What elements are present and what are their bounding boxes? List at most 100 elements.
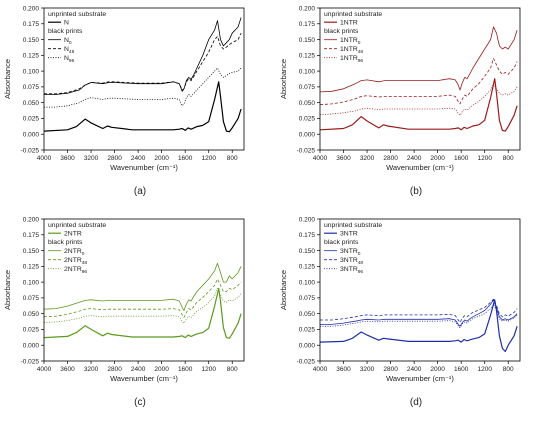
plot-frame <box>319 7 521 151</box>
x-tick-label: 2000 <box>154 366 169 373</box>
series-group <box>44 17 242 133</box>
x-tick-label: 3600 <box>60 155 75 162</box>
y-tick-label: 0.200 <box>23 216 40 223</box>
y-tick-label: 0.000 <box>299 343 316 350</box>
x-tick-label: 2400 <box>131 366 146 373</box>
x-tick-label: 4000 <box>313 366 328 373</box>
y-tick-label: 0.000 <box>23 343 40 350</box>
legend-entry: 3NTR96 <box>340 266 363 275</box>
legend-entry: N <box>64 20 69 27</box>
y-tick-label: 0.025 <box>299 116 316 123</box>
x-tick-label: 1600 <box>178 366 193 373</box>
x-tick-label: 800 <box>503 366 514 373</box>
y-tick-label: -0.025 <box>297 147 316 154</box>
series-line <box>320 299 518 327</box>
y-axis-label: Absorbance <box>279 59 288 99</box>
chart-panel: -0.025 0.000 0.025 0.050 0.075 0.100 0.125 0.15… <box>279 216 521 408</box>
y-tick-label: 0.200 <box>299 216 316 223</box>
series-group <box>44 262 242 339</box>
plot-frame <box>43 218 245 362</box>
y-tick-label: 0.175 <box>23 232 40 239</box>
x-tick-label: 1200 <box>201 366 216 373</box>
x-tick-label: 4000 <box>37 155 52 162</box>
y-tick-label: 0.000 <box>23 132 40 139</box>
x-tick-label: 2000 <box>430 366 445 373</box>
x-tick-label: 3200 <box>84 155 99 162</box>
x-tick-label: 2000 <box>154 155 169 162</box>
legend-entry: 2NTR48 <box>64 257 87 266</box>
legend-entry: 2NTR0 <box>64 248 85 257</box>
x-tick-label: 1600 <box>454 155 469 162</box>
x-tick-label: 4000 <box>313 155 328 162</box>
y-axis-label: Absorbance <box>3 270 12 310</box>
x-tick-label: 2800 <box>383 366 398 373</box>
y-tick-label: 0.150 <box>23 37 40 44</box>
legend-header: black prints <box>48 28 83 35</box>
series-line <box>44 67 242 108</box>
x-tick-label: 3200 <box>360 366 375 373</box>
x-tick-label: 1600 <box>178 155 193 162</box>
legend-entry: N96 <box>64 55 75 64</box>
x-tick-label: 800 <box>227 366 238 373</box>
y-tick-label: 0.050 <box>23 100 40 107</box>
y-tick-label: 0.025 <box>23 327 40 334</box>
y-tick-label: 0.025 <box>299 327 316 334</box>
y-tick-label: 0.200 <box>299 5 316 12</box>
legend-entry: 1NTR0 <box>340 37 361 46</box>
x-tick-label: 1200 <box>477 366 492 373</box>
legend-entry: N0 <box>64 37 72 46</box>
y-axis-label: Absorbance <box>279 270 288 310</box>
x-axis-label: Wavenumber (cm⁻¹) <box>110 163 178 172</box>
series-group <box>320 26 518 132</box>
legend-entry: 1NTR48 <box>340 46 363 55</box>
y-tick-label: -0.025 <box>21 358 40 365</box>
series-line <box>320 78 518 132</box>
series-line <box>44 278 242 318</box>
legend-entry: 1NTR <box>340 20 358 27</box>
y-tick-label: -0.025 <box>297 358 316 365</box>
y-tick-label: 0.150 <box>299 37 316 44</box>
series-line <box>320 303 518 328</box>
legend-entry: 3NTR48 <box>340 257 363 266</box>
x-axis-label: Wavenumber (cm⁻¹) <box>386 374 454 383</box>
chart-panel: -0.025 0.000 0.025 0.050 0.075 0.100 0.125 0.15… <box>279 5 521 197</box>
series-line <box>44 262 242 311</box>
figure-label: (c) <box>134 397 146 408</box>
y-tick-label: -0.025 <box>21 147 40 154</box>
figure-label: (b) <box>410 186 422 197</box>
y-tick-label: 0.100 <box>299 279 316 286</box>
y-tick-label: 0.075 <box>23 295 40 302</box>
plot-frame <box>319 218 521 362</box>
y-tick-label: 0.075 <box>299 84 316 91</box>
y-tick-label: 0.150 <box>23 248 40 255</box>
legend-header: unprinted substrate <box>48 222 106 229</box>
y-tick-label: 0.175 <box>299 21 316 28</box>
y-tick-label: 0.100 <box>23 279 40 286</box>
y-tick-label: 0.100 <box>23 68 40 75</box>
chart-panel: -0.025 0.000 0.025 0.050 0.075 0.100 0.125 0.15… <box>3 5 245 197</box>
y-tick-label: 0.025 <box>23 116 40 123</box>
x-tick-label: 2800 <box>107 366 122 373</box>
figure-label: (a) <box>134 186 146 197</box>
x-tick-label: 2800 <box>383 155 398 162</box>
y-tick-label: 0.150 <box>299 248 316 255</box>
y-tick-label: 0.050 <box>23 311 40 318</box>
legend-entry: 2NTR96 <box>64 266 87 275</box>
y-tick-label: 0.050 <box>299 311 316 318</box>
x-axis-label: Wavenumber (cm⁻¹) <box>110 374 178 383</box>
y-tick-label: 0.175 <box>23 21 40 28</box>
series-line <box>320 299 518 353</box>
figure-label: (d) <box>410 397 422 408</box>
x-tick-label: 800 <box>503 155 514 162</box>
legend-header: black prints <box>324 239 359 246</box>
x-tick-label: 2400 <box>407 155 422 162</box>
y-axis-label: Absorbance <box>3 59 12 99</box>
chart-panel: -0.025 0.000 0.025 0.050 0.075 0.100 0.125 0.15… <box>3 216 245 408</box>
series-group <box>320 298 518 353</box>
legend-entry: 1NTR96 <box>340 55 363 64</box>
